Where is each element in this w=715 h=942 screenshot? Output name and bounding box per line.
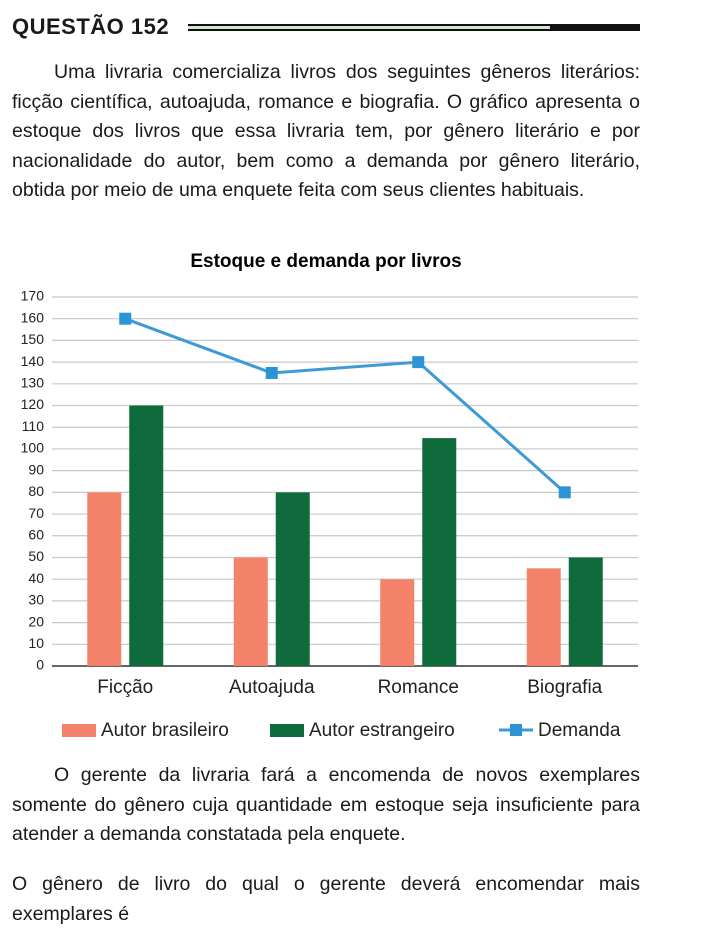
paragraph: O gerente da livraria fará a encomenda d… — [12, 764, 640, 845]
y-tick-label: 60 — [28, 526, 44, 542]
y-tick-label: 0 — [36, 657, 44, 673]
marker — [119, 312, 132, 325]
bar — [422, 438, 457, 666]
chart-title: Estoque e demanda por livros — [190, 251, 461, 272]
marker — [412, 356, 425, 369]
y-tick-label: 10 — [28, 635, 44, 651]
y-tick-label: 160 — [21, 309, 45, 325]
chart: Estoque e demanda por livros 0 10 20 30 40 50… — [21, 251, 638, 741]
legend-swatch — [62, 724, 96, 737]
y-tick-label: 120 — [21, 396, 45, 412]
question-number: QUESTÃO 152 — [12, 14, 170, 39]
y-tick-label: 20 — [28, 613, 44, 629]
bar — [380, 579, 415, 666]
y-tick-label: 40 — [28, 570, 44, 586]
y-tick-label: 130 — [21, 375, 45, 391]
x-tick-label: Biografia — [527, 677, 602, 698]
bar — [568, 557, 603, 666]
rule-light — [188, 26, 550, 29]
y-tick-label: 30 — [28, 592, 44, 608]
header-rule — [188, 24, 640, 31]
y-tick-label: 100 — [21, 440, 45, 456]
y-tick-label: 150 — [21, 331, 45, 347]
y-tick-label: 170 — [21, 288, 45, 304]
x-tick-label: Ficção — [97, 677, 153, 698]
legend-label: Autor estrangeiro — [309, 720, 455, 741]
y-tick-label: 70 — [28, 505, 44, 521]
paragraph: Uma livraria comercializa livros dos seg… — [12, 61, 640, 201]
paragraph: O gênero de livro do qual o gerente deve… — [12, 873, 640, 925]
bar — [87, 492, 122, 666]
marker — [558, 486, 571, 499]
legend-label: Demanda — [538, 720, 621, 741]
x-tick-label: Autoajuda — [229, 677, 315, 698]
bar — [526, 568, 561, 666]
legend-label: Autor brasileiro — [101, 720, 229, 741]
y-tick-label: 110 — [22, 418, 45, 434]
y-tick-label: 80 — [28, 483, 44, 499]
bar — [233, 557, 268, 666]
marker — [265, 366, 278, 379]
y-tick-label: 90 — [28, 461, 44, 477]
y-tick-label: 140 — [21, 353, 45, 369]
bar — [275, 492, 310, 666]
x-tick-label: Romance — [378, 677, 459, 698]
legend-swatch — [270, 724, 304, 737]
bar — [129, 405, 164, 666]
legend-swatch — [510, 724, 522, 736]
y-tick-label: 50 — [28, 548, 44, 564]
line — [124, 317, 566, 494]
